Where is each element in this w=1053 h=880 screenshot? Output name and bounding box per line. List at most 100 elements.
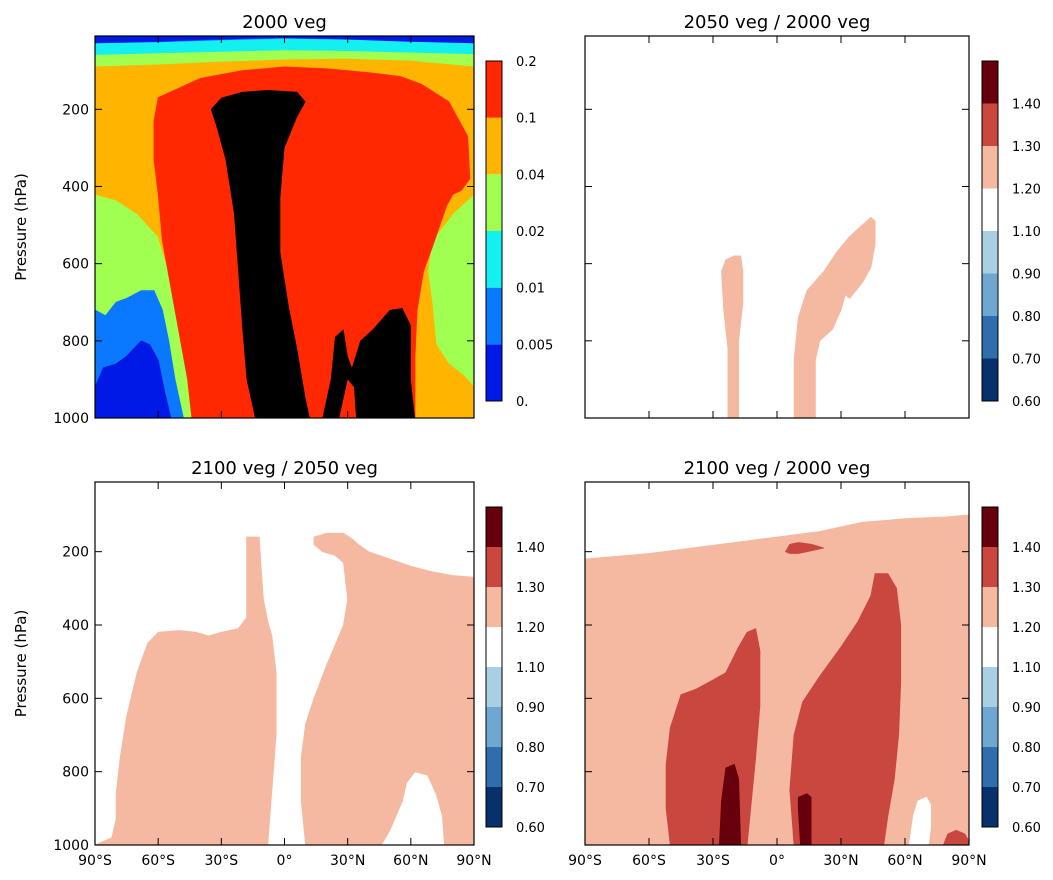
y-axis-label: Pressure (hPa) — [12, 173, 30, 281]
colorbar-frame — [485, 60, 503, 402]
colorbar-swatch — [486, 667, 502, 707]
y-tick-label: 200 — [62, 545, 89, 561]
colorbar-label: 0.60 — [1012, 821, 1041, 836]
colorbar-swatch — [982, 507, 998, 547]
panel-2: 2050 veg / 2000 veg 0.60 0.70 0.80 0.90 1.10 1… — [584, 12, 1041, 419]
colorbar-swatch — [486, 174, 502, 231]
colorbar-label: 0.60 — [1012, 395, 1041, 410]
colorbar-swatch — [486, 707, 502, 747]
colorbar-frame — [981, 506, 999, 828]
contour-region-3 — [789, 573, 902, 845]
contour-region-6 — [210, 90, 310, 418]
colorbar-label: 0.90 — [1012, 268, 1041, 283]
colorbar-label: 1.10 — [516, 661, 545, 676]
colorbar: 0. 0.005 0.01 0.02 0.04 0.1 0.2 — [485, 55, 553, 410]
colorbar-swatch — [982, 61, 998, 104]
colorbar-swatch — [982, 667, 998, 707]
x-tick-label: 30°N — [823, 853, 858, 869]
colorbar-label: 1.40 — [516, 541, 545, 556]
plot-background — [585, 36, 969, 418]
contour-regions — [95, 36, 474, 418]
colorbar-label: 1.10 — [1012, 225, 1041, 240]
colorbar-label: 1.20 — [1012, 621, 1041, 636]
y-tick-label: 200 — [62, 102, 89, 118]
panel-title: 2050 veg / 2000 veg — [684, 12, 871, 33]
y-tick-label: 800 — [62, 765, 89, 781]
colorbar-swatch — [486, 507, 502, 547]
y-tick-label: 800 — [62, 334, 89, 350]
colorbar-swatch — [982, 547, 998, 587]
x-tick-label: 60°N — [393, 853, 428, 869]
colorbar: 0.60 0.70 0.80 0.90 1.10 1.20 1.30 1.40 — [485, 506, 545, 836]
contour-region-2 — [793, 216, 876, 418]
colorbar-label: 1.40 — [1012, 541, 1041, 556]
contour-region-9 — [95, 340, 172, 418]
colorbar-label: 0.80 — [1012, 310, 1041, 325]
x-tick-label: 0° — [769, 853, 785, 869]
colorbar-label: 0. — [516, 395, 528, 410]
x-tick-label: 60°S — [632, 853, 666, 869]
colorbar-label: 1.40 — [1012, 98, 1041, 113]
contour-region-1 — [585, 514, 969, 845]
colorbar: 0.60 0.70 0.80 0.90 1.10 1.20 1.30 1.40 — [981, 506, 1041, 836]
colorbar-label: 1.30 — [1012, 581, 1041, 596]
colorbar-label: 1.10 — [1012, 661, 1041, 676]
x-tick-label: 90°N — [456, 853, 491, 869]
colorbar-swatch — [486, 287, 502, 345]
colorbar-swatch — [486, 787, 502, 827]
colorbar-swatch — [982, 747, 998, 787]
contour-regions — [585, 514, 969, 845]
colorbar-label: 1.20 — [1012, 183, 1041, 198]
contour-region-10 — [95, 36, 474, 44]
x-tick-label: 60°S — [141, 853, 175, 869]
contour-region-4 — [784, 542, 825, 554]
colorbar-label: 0.02 — [516, 225, 545, 240]
contour-region-5 — [942, 829, 969, 845]
panel-title: 2000 veg — [242, 12, 327, 33]
y-tick-label: 400 — [62, 618, 89, 634]
colorbar-swatch — [982, 316, 998, 359]
panel-1: 2000 veg 200 400 600 800 1000 Pressure (hPa) 0.… — [12, 12, 553, 427]
colorbar-swatch — [982, 707, 998, 747]
colorbar-swatch — [982, 188, 998, 231]
x-tick-label: 60°N — [887, 853, 922, 869]
colorbar-swatch — [982, 103, 998, 146]
x-tick-label: 90°N — [951, 853, 986, 869]
colorbar-label: 1.30 — [1012, 140, 1041, 155]
y-tick-label: 600 — [62, 257, 89, 273]
colorbar-label: 0.60 — [516, 821, 545, 836]
colorbar: 0.60 0.70 0.80 0.90 1.10 1.20 1.30 1.40 — [981, 60, 1041, 410]
panel-3: 2100 veg / 2050 veg 90°S 60°S 30°S 0° 30°N 60°… — [12, 458, 545, 869]
contour-region-1 — [721, 255, 744, 418]
contour-region-6 — [718, 763, 742, 845]
colorbar-label: 1.30 — [516, 581, 545, 596]
colorbar-label: 0.90 — [1012, 701, 1041, 716]
colorbar-swatch — [982, 146, 998, 189]
colorbar-swatch — [486, 627, 502, 667]
colorbar-swatch — [486, 587, 502, 627]
panel-title: 2100 veg / 2000 veg — [684, 458, 871, 479]
contour-regions — [721, 216, 876, 418]
colorbar-swatch — [486, 344, 502, 401]
contour-region-7 — [797, 793, 812, 845]
contour-regions — [95, 532, 474, 845]
colorbar-swatch — [982, 358, 998, 401]
colorbar-swatch — [982, 587, 998, 627]
colorbar-label: 1.20 — [516, 621, 545, 636]
contour-region-1 — [95, 536, 277, 845]
y-tick-label: 400 — [62, 179, 89, 195]
y-axis-label: Pressure (hPa) — [12, 610, 30, 718]
colorbar-swatch — [486, 747, 502, 787]
contour-region-7 — [322, 308, 415, 418]
colorbar-frame — [981, 60, 999, 402]
x-tick-label: 30°S — [204, 853, 238, 869]
colorbar-swatch — [486, 117, 502, 175]
colorbar-swatch — [486, 61, 502, 118]
colorbar-label: 0.04 — [516, 168, 545, 183]
colorbar-label: 0.70 — [516, 781, 545, 796]
y-tick-label: 600 — [62, 691, 89, 707]
panel-4: 2100 veg / 2000 veg 90°S 60°S 30°S 0° 30°N 60°… — [568, 458, 1041, 869]
y-tick-label: 1000 — [53, 411, 89, 427]
x-tick-label: 30°S — [696, 853, 730, 869]
